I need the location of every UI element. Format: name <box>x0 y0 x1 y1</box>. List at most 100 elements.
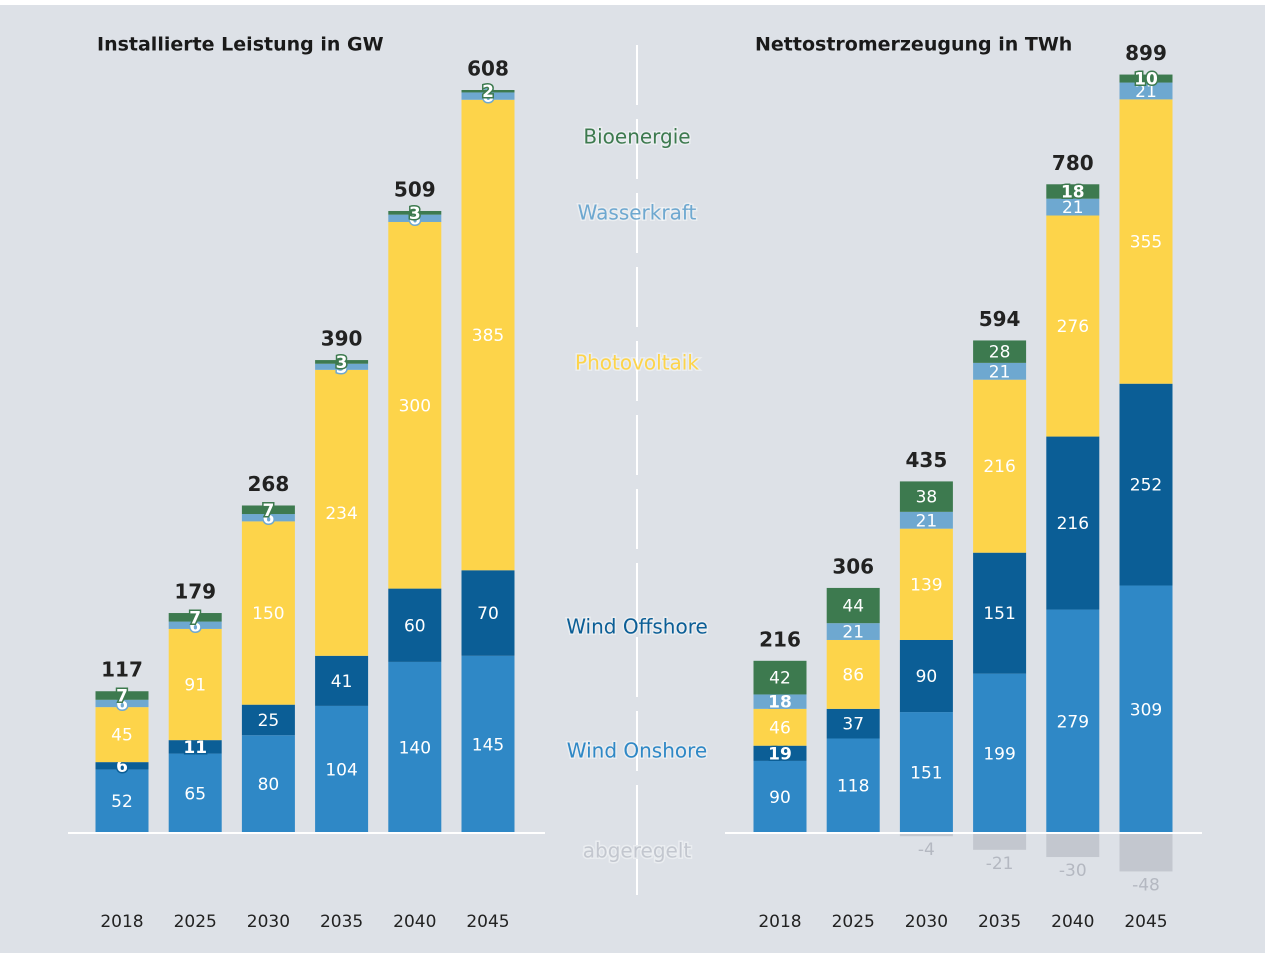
value-label: 3 <box>409 204 421 224</box>
value-label: 52 <box>111 792 133 812</box>
bar-segment <box>753 708 807 746</box>
total-label: 608 <box>467 57 509 81</box>
bar-segment <box>388 214 442 222</box>
bar-segment <box>461 90 515 93</box>
value-label: 18 <box>1061 182 1085 202</box>
bar-segment <box>753 760 807 833</box>
value-label: 139 <box>910 575 942 595</box>
x-tick-label: 2045 <box>1124 912 1167 932</box>
bar-segment <box>973 340 1027 363</box>
bar-segment <box>1046 198 1100 216</box>
value-label: 234 <box>325 504 357 524</box>
value-label: 300 <box>399 396 431 416</box>
bar-segment <box>168 628 222 741</box>
value-label: 25 <box>258 711 280 731</box>
bar-segment <box>168 753 222 833</box>
value-label: 80 <box>258 775 280 795</box>
bar-segment <box>1119 74 1173 83</box>
value-label: 150 <box>252 604 284 624</box>
total-label: 268 <box>248 472 290 496</box>
value-label: 140 <box>399 738 431 758</box>
bar-segment <box>753 745 807 761</box>
total-label: 594 <box>979 307 1021 331</box>
x-tick-label: 2040 <box>393 912 436 932</box>
value-label: 44 <box>842 597 864 617</box>
bar-segment <box>388 661 442 833</box>
value-label: -30 <box>1059 861 1087 881</box>
value-label: 279 <box>1057 712 1089 732</box>
bar-segment <box>241 735 295 833</box>
chart-title: Installierte Leistung in GW <box>97 34 384 56</box>
value-label: 46 <box>769 718 791 738</box>
value-label: 90 <box>916 667 938 687</box>
value-label: 41 <box>331 672 353 692</box>
value-label: 216 <box>983 457 1015 477</box>
legend-label: Wind Offshore <box>566 615 708 639</box>
bar-segment <box>826 639 880 709</box>
legend-label: Wasserkraft <box>578 201 697 225</box>
value-label: 21 <box>1135 82 1157 102</box>
legend-label: Bioenergie <box>583 125 690 149</box>
value-label: 38 <box>916 488 938 508</box>
value-label: 10 <box>1134 70 1158 90</box>
chart-title: Nettostromerzeugung in TWh <box>755 34 1072 56</box>
bar-segment <box>1119 82 1173 100</box>
bar-segment <box>973 362 1027 380</box>
value-label: 7 <box>262 501 274 521</box>
x-tick-label: 2040 <box>1051 912 1094 932</box>
value-label: 151 <box>983 604 1015 624</box>
value-label: -48 <box>1132 875 1160 895</box>
total-label: 435 <box>906 448 948 472</box>
value-label: 216 <box>1057 514 1089 534</box>
legend-label: Wind Onshore <box>567 739 707 763</box>
bar-segment <box>973 552 1027 674</box>
value-label: 70 <box>477 604 499 624</box>
bar-segment <box>973 673 1027 833</box>
x-tick-label: 2045 <box>466 912 509 932</box>
x-tick-label: 2018 <box>758 912 801 932</box>
bar-segment <box>388 210 442 215</box>
value-label: 2 <box>482 82 494 102</box>
bar-segment <box>1119 833 1173 872</box>
value-label: 21 <box>989 362 1011 382</box>
value-label: 18 <box>768 693 792 713</box>
value-label: 60 <box>404 616 426 636</box>
value-label: 309 <box>1130 700 1162 720</box>
value-label: 21 <box>916 511 938 531</box>
bar-segment <box>973 379 1027 553</box>
bar-segment <box>95 769 149 833</box>
bar-segment <box>95 762 149 770</box>
bar-segment <box>95 699 149 708</box>
bar-segment <box>1119 383 1173 586</box>
value-label: 118 <box>837 777 869 797</box>
value-label: 252 <box>1130 476 1162 496</box>
value-label: -21 <box>986 854 1014 874</box>
bar-segment <box>1046 436 1100 610</box>
bar-segment <box>826 738 880 833</box>
bar-segment <box>899 481 953 512</box>
legend-label: Photovoltaik <box>575 351 699 375</box>
bar-segment <box>95 691 149 700</box>
bar-segment <box>168 740 222 754</box>
bar-segment <box>1046 833 1100 858</box>
bar-segment <box>315 655 369 706</box>
bar-segment <box>899 639 953 713</box>
bar-segment <box>826 587 880 624</box>
value-label: 7 <box>189 608 201 628</box>
bar-segment <box>461 92 515 100</box>
bar-segment <box>315 369 369 656</box>
value-label: 151 <box>910 764 942 784</box>
bar-segment <box>95 707 149 763</box>
bar-segment <box>241 505 295 515</box>
bar-segment <box>1046 215 1100 437</box>
bar-segment <box>461 655 515 833</box>
total-label: 780 <box>1052 151 1094 175</box>
bar-segment <box>168 621 222 629</box>
bar-segment <box>753 694 807 709</box>
value-label: 385 <box>472 326 504 346</box>
value-label: 19 <box>768 744 792 764</box>
bar-segment <box>461 99 515 571</box>
value-label: 7 <box>116 687 128 707</box>
value-label: 11 <box>183 738 207 758</box>
